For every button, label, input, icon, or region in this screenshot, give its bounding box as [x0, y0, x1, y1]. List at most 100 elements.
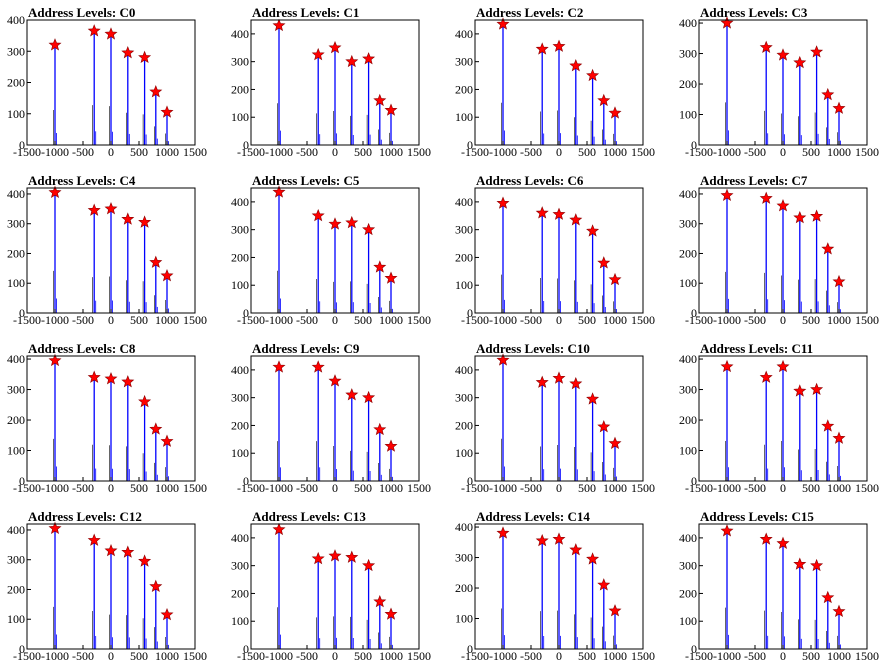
peak-star-marker: [149, 255, 163, 268]
peak-star-marker: [535, 206, 549, 219]
panel-title: Address Levels: C8: [28, 341, 136, 356]
peak-star-marker: [586, 68, 600, 82]
peak-star-marker: [311, 47, 325, 61]
x-tick-label: 0: [332, 313, 338, 327]
peak-star-marker: [586, 224, 600, 237]
peak-star-marker: [535, 375, 549, 388]
peak-star-marker: [759, 532, 773, 545]
x-tick-label: 1500: [855, 313, 879, 327]
x-tick-label: 1500: [407, 481, 431, 495]
y-tick-label: 400: [7, 13, 25, 27]
x-tick-label: 500: [354, 313, 372, 327]
y-tick-label: 0: [243, 306, 249, 320]
y-tick-label: 100: [679, 444, 697, 458]
peak-star-marker: [821, 242, 835, 255]
x-tick-label: 500: [130, 313, 148, 327]
peak-star-marker: [597, 578, 611, 591]
y-tick-label: 200: [679, 77, 697, 91]
y-tick-label: 0: [467, 642, 473, 656]
x-tick-label: 500: [578, 481, 596, 495]
y-tick-label: 400: [7, 352, 25, 366]
peak-star-marker: [373, 93, 387, 107]
y-tick-label: 200: [231, 250, 249, 264]
peak-star-marker: [149, 422, 163, 435]
y-tick-label: 200: [679, 246, 697, 260]
peak-star-marker: [328, 549, 342, 562]
x-tick-label: -1000: [265, 649, 293, 663]
peak-star-marker: [832, 431, 846, 444]
x-tick-label: 0: [108, 313, 114, 327]
peak-star-marker: [569, 213, 583, 226]
peak-star-marker: [272, 360, 286, 373]
y-tick-label: 100: [679, 276, 697, 290]
x-tick-label: -1000: [489, 649, 517, 663]
x-tick-label: 0: [780, 481, 786, 495]
x-tick-label: 500: [130, 145, 148, 159]
peak-star-marker: [608, 272, 622, 286]
peak-star-marker: [48, 38, 62, 51]
y-tick-label: 300: [679, 217, 697, 231]
x-tick-label: 1500: [631, 481, 655, 495]
panel-12: Address Levels: C12 0 100 200 300 400 -1500 -10…: [7, 509, 207, 663]
x-tick-label: -500: [520, 313, 542, 327]
peak-star-marker: [552, 39, 566, 52]
x-tick-label: 500: [578, 145, 596, 159]
peak-star-marker: [121, 212, 135, 225]
x-tick-label: 1500: [631, 145, 655, 159]
x-tick-label: -500: [744, 313, 766, 327]
peak-star-marker: [496, 526, 510, 539]
panel-title: Address Levels: C0: [28, 5, 135, 20]
panel-title: Address Levels: C10: [476, 341, 590, 356]
y-tick-label: 0: [691, 306, 697, 320]
x-tick-label: -1500: [13, 649, 41, 663]
panel-title: Address Levels: C12: [28, 509, 142, 524]
peak-star-marker: [272, 522, 286, 536]
x-tick-label: 1000: [603, 481, 627, 495]
peak-star-marker: [597, 256, 611, 269]
x-tick-label: 500: [802, 649, 820, 663]
x-tick-label: 0: [780, 145, 786, 159]
y-tick-label: 400: [455, 195, 473, 209]
x-tick-label: -1500: [461, 145, 489, 159]
panel-6: Address Levels: C6 0 100 200 300 400 -1500 -100…: [455, 173, 655, 327]
peak-star-marker: [272, 185, 286, 198]
x-tick-label: 1500: [855, 481, 879, 495]
peak-star-marker: [496, 17, 510, 30]
peak-star-marker: [793, 384, 807, 397]
x-tick-label: -1500: [13, 313, 41, 327]
peak-star-marker: [608, 604, 622, 617]
x-tick-label: -1500: [685, 481, 713, 495]
x-tick-label: 0: [556, 145, 562, 159]
peak-star-marker: [121, 375, 135, 388]
x-tick-label: 1000: [827, 145, 851, 159]
peak-star-marker: [776, 199, 790, 212]
panel-title: Address Levels: C14: [476, 509, 590, 524]
peak-star-marker: [149, 85, 163, 98]
x-tick-label: -1000: [265, 145, 293, 159]
peak-star-marker: [160, 105, 174, 118]
y-tick-label: 200: [231, 418, 249, 432]
y-tick-label: 0: [467, 306, 473, 320]
panel-title: Address Levels: C7: [700, 173, 808, 188]
peak-star-marker: [496, 353, 510, 366]
y-tick-label: 400: [679, 16, 697, 30]
x-tick-label: 1500: [855, 649, 879, 663]
x-tick-label: -1000: [41, 481, 69, 495]
y-tick-label: 200: [455, 250, 473, 264]
x-tick-label: 1000: [155, 313, 179, 327]
peak-star-marker: [373, 594, 387, 608]
y-tick-label: 300: [679, 47, 697, 61]
x-tick-label: -1500: [685, 649, 713, 663]
peak-star-marker: [373, 260, 387, 273]
peak-star-marker: [832, 274, 846, 288]
panel-title: Address Levels: C9: [252, 341, 360, 356]
x-tick-label: -1000: [41, 313, 69, 327]
x-tick-label: -1000: [713, 313, 741, 327]
x-tick-label: 500: [130, 481, 148, 495]
panel-4: Address Levels: C4 0 100 200 300 400 -1500 -100…: [7, 173, 207, 327]
peak-star-marker: [272, 18, 286, 32]
x-tick-label: 1000: [827, 313, 851, 327]
peak-star-marker: [138, 50, 152, 64]
x-tick-label: 1000: [603, 649, 627, 663]
